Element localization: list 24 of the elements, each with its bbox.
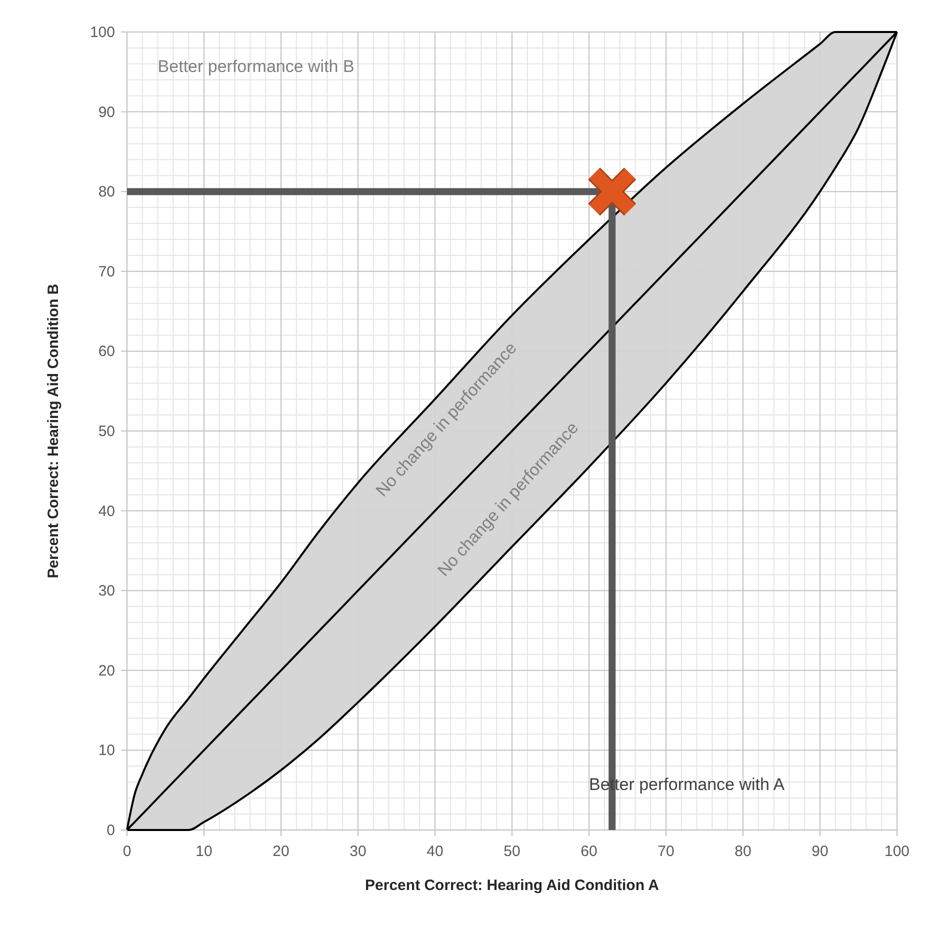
y-tick-label: 40 xyxy=(98,502,115,520)
y-tick-label: 70 xyxy=(98,263,115,280)
x-tick-label: 100 xyxy=(884,843,910,860)
x-tick-label: 30 xyxy=(350,843,366,860)
x-tick-label: 80 xyxy=(734,843,752,860)
y-tick-label: 80 xyxy=(98,184,115,201)
y-tick-label: 100 xyxy=(90,24,115,41)
y-axis-title: Percent Correct: Hearing Aid Condition B xyxy=(45,284,62,578)
x-tick-label: 10 xyxy=(196,843,212,860)
y-tick-label: 50 xyxy=(98,423,115,440)
y-tick-label: 0 xyxy=(106,822,115,839)
x-axis-title: Percent Correct: Hearing Aid Condition A xyxy=(365,877,660,894)
y-tick-label: 90 xyxy=(98,104,115,121)
x-tick-label: 20 xyxy=(272,843,290,860)
x-tick-label: 0 xyxy=(122,843,132,860)
y-tick-label: 60 xyxy=(98,343,115,360)
x-tick-label: 50 xyxy=(504,843,520,860)
y-tick-label: 10 xyxy=(98,742,115,760)
x-tick-label: 90 xyxy=(812,843,828,860)
y-tick-label: 30 xyxy=(98,582,115,600)
x-tick-label: 40 xyxy=(426,843,444,860)
y-tick-label: 20 xyxy=(98,662,115,680)
x-tick-label: 60 xyxy=(580,843,598,860)
x-tick-label: 70 xyxy=(658,843,674,860)
